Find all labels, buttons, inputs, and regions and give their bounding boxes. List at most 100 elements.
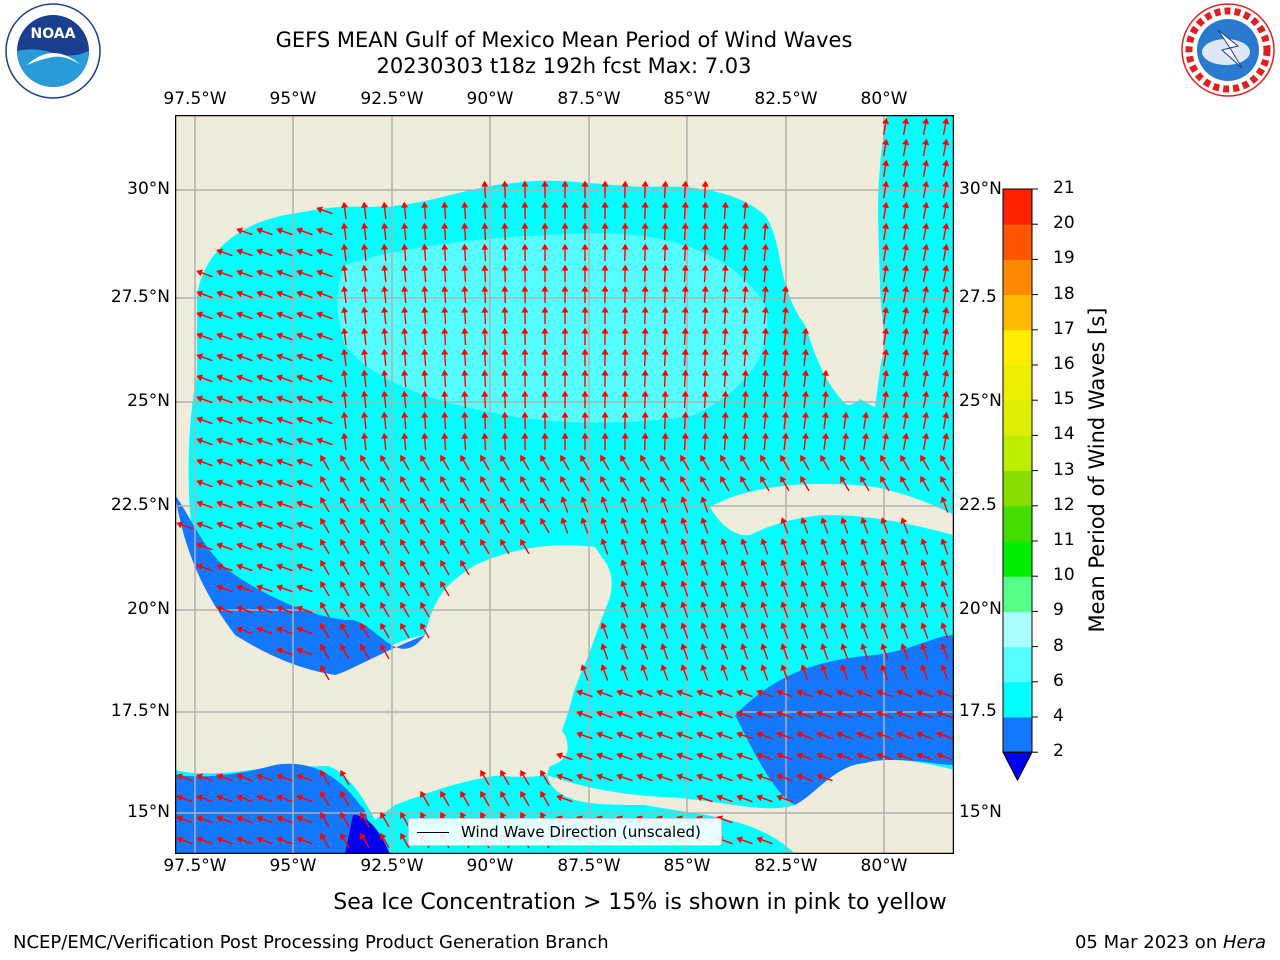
colorbar-segment: [1003, 400, 1032, 436]
wind-wave-arrowhead: [216, 332, 223, 340]
wind-wave-arrowhead: [196, 458, 203, 466]
wind-wave-arrowhead: [341, 201, 349, 209]
wind-wave-arrowhead: [596, 731, 603, 739]
wind-wave-arrowhead: [196, 416, 203, 424]
wind-wave-arrowhead: [276, 836, 283, 844]
wind-wave-arrowhead: [576, 752, 583, 760]
wind-wave-arrowhead: [580, 517, 588, 524]
lon-label-top: 95°W: [269, 89, 317, 109]
wind-wave-arrowhead: [916, 752, 923, 760]
wind-wave-arrowhead: [942, 243, 950, 251]
wind-wave-arrowhead: [641, 327, 649, 334]
wind-wave-arrowhead: [621, 306, 629, 313]
wind-wave-arrowhead: [540, 454, 547, 462]
wind-wave-arrowhead: [541, 285, 549, 292]
wind-wave-arrowhead: [780, 517, 788, 524]
wind-wave-arrowhead: [581, 243, 589, 250]
wind-wave-arrowhead: [721, 348, 729, 355]
wind-wave-arrowhead: [481, 201, 489, 208]
wind-wave-arrowhead: [756, 689, 763, 697]
wind-wave-arrowhead: [341, 243, 349, 251]
wind-wave-arrowhead: [801, 432, 809, 440]
wind-wave-arrowhead: [741, 369, 749, 376]
wind-wave-arrowhead: [900, 559, 908, 566]
wind-wave-arrowhead: [661, 201, 669, 208]
wind-wave-arrowhead: [561, 180, 569, 187]
wind-wave-arrowhead: [521, 180, 529, 187]
wind-wave-arrowhead: [461, 243, 469, 250]
wind-wave-arrowhead: [276, 311, 283, 319]
wind-wave-arrowhead: [756, 794, 763, 802]
wind-wave-arrowhead: [360, 454, 367, 462]
wind-wave-arrowhead: [381, 432, 389, 439]
wind-wave-arrowhead: [461, 390, 469, 397]
wind-wave-arrowhead: [661, 180, 669, 187]
wind-wave-arrowhead: [236, 227, 243, 235]
colorbar-segment: [1003, 646, 1032, 683]
colorbar-tick-label: 20: [1053, 213, 1075, 234]
wind-wave-arrowhead: [256, 626, 263, 634]
wind-wave-arrowhead: [880, 580, 888, 587]
wind-wave-arrowhead: [361, 222, 369, 229]
wind-wave-arrows: [176, 117, 953, 849]
wind-wave-arrowhead: [216, 500, 223, 508]
wind-wave-arrowhead: [756, 752, 763, 760]
lon-label-top: 82.5°W: [754, 89, 818, 109]
wind-wave-arrowhead: [256, 437, 263, 445]
wind-wave-arrowhead: [761, 264, 769, 271]
wind-wave-arrowhead: [896, 710, 903, 718]
wind-wave-arrowhead: [601, 222, 609, 229]
wind-wave-arrowhead: [860, 559, 868, 566]
period-band-low-caribbean: [735, 635, 954, 805]
wind-wave-arrowhead: [561, 201, 569, 208]
wind-wave-arrowhead: [481, 306, 489, 313]
wind-wave-arrowhead: [601, 348, 609, 355]
wind-wave-arrowhead: [760, 643, 768, 650]
wind-wave-arrowhead: [781, 432, 789, 439]
colorbar-segment: [1003, 576, 1032, 612]
wind-wave-arrowhead: [236, 605, 243, 613]
wind-wave-arrowhead: [176, 836, 183, 844]
wind-wave-arrowhead: [900, 601, 908, 608]
wind-wave-arrowhead: [636, 752, 643, 760]
wind-wave-arrowhead: [196, 836, 203, 844]
wind-wave-arrowhead: [481, 180, 489, 187]
wind-wave-arrowhead: [860, 643, 868, 650]
lat-label-left: 25°N: [127, 391, 170, 411]
wind-wave-arrowhead: [380, 601, 387, 609]
wind-wave-arrowhead: [641, 390, 649, 397]
wind-wave-arrowhead: [520, 496, 527, 504]
wind-wave-arrowhead: [541, 180, 549, 187]
wind-wave-arrowhead: [296, 248, 303, 256]
wind-wave-arrowhead: [836, 710, 843, 718]
wind-wave-arrowhead: [600, 475, 607, 483]
wind-wave-arrowhead: [902, 411, 910, 419]
wind-wave-arrowhead: [902, 369, 910, 377]
wind-wave-arrowhead: [401, 348, 409, 355]
wind-wave-arrowhead: [876, 689, 883, 697]
wind-wave-arrowhead: [420, 559, 427, 567]
wind-wave-arrowhead: [660, 496, 668, 503]
wind-wave-arrowhead: [521, 348, 529, 355]
colorbar-tick-label: 12: [1053, 494, 1075, 515]
wind-wave-arrowhead: [460, 475, 467, 483]
wind-wave-arrowhead: [521, 285, 529, 292]
wind-wave-arrowhead: [561, 243, 569, 250]
wind-wave-arrowhead: [441, 348, 449, 355]
wind-wave-arrowhead: [620, 475, 627, 483]
period-band-lowest-pacific: [345, 815, 390, 854]
wind-wave-arrowhead: [380, 811, 387, 819]
wind-wave-arrowhead: [701, 222, 709, 229]
wind-wave-arrowhead: [236, 248, 243, 256]
wind-wave-arrowhead: [741, 201, 749, 208]
wind-wave-arrowhead: [501, 327, 509, 334]
colorbar-segment: [1003, 681, 1032, 718]
wind-wave-arrowhead: [541, 264, 549, 271]
wind-wave-arrowhead: [636, 773, 643, 781]
wind-wave-arrowhead: [296, 542, 303, 550]
wind-wave-arrowhead: [256, 815, 263, 823]
wind-wave-arrowhead: [400, 496, 407, 504]
wind-wave-arrowhead: [561, 306, 569, 313]
wind-wave-arrowhead: [882, 159, 890, 167]
wind-wave-arrowhead: [541, 222, 549, 229]
